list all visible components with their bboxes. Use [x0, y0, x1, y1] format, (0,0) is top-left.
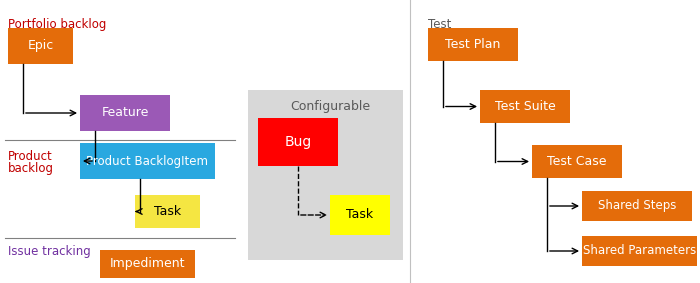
Bar: [330, 195, 390, 235]
Text: Shared Parameters: Shared Parameters: [583, 245, 696, 258]
Text: Issue tracking: Issue tracking: [8, 245, 91, 258]
Bar: [582, 191, 692, 221]
Text: Epic: Epic: [27, 40, 54, 53]
Text: Shared Steps: Shared Steps: [598, 200, 676, 213]
Text: Feature: Feature: [102, 106, 148, 119]
Text: Test Plan: Test Plan: [445, 38, 500, 51]
Text: Product: Product: [8, 150, 52, 163]
Bar: [582, 236, 697, 266]
Bar: [248, 90, 403, 260]
Bar: [480, 90, 570, 123]
Text: Impediment: Impediment: [110, 258, 186, 271]
Text: Configurable: Configurable: [290, 100, 370, 113]
Bar: [532, 145, 622, 178]
Bar: [8, 28, 73, 64]
Bar: [135, 195, 200, 228]
Text: Product BacklogItem: Product BacklogItem: [87, 155, 209, 168]
Bar: [80, 143, 215, 179]
Text: backlog: backlog: [8, 162, 54, 175]
Text: Task: Task: [154, 205, 181, 218]
Text: Test: Test: [428, 18, 452, 31]
Text: Test Suite: Test Suite: [495, 100, 555, 113]
Text: Bug: Bug: [284, 135, 312, 149]
Text: Test Case: Test Case: [547, 155, 607, 168]
Bar: [80, 95, 170, 131]
Bar: [258, 118, 338, 166]
Text: Task: Task: [346, 209, 374, 222]
Text: Portfolio backlog: Portfolio backlog: [8, 18, 106, 31]
Bar: [100, 250, 195, 278]
Bar: [428, 28, 518, 61]
